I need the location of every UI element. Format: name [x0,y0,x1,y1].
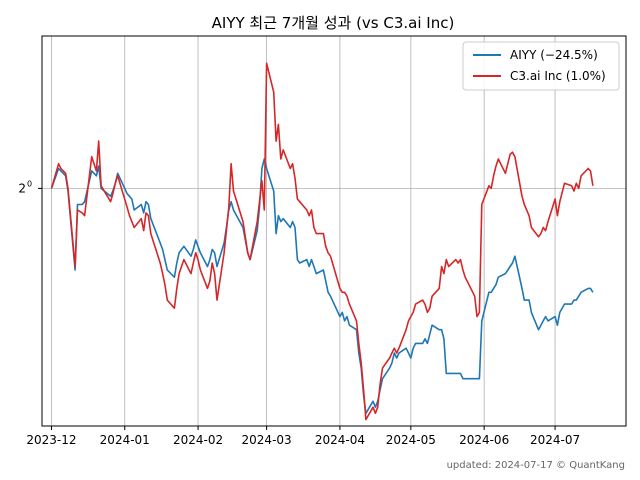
x-tick-label: 2023-12 [26,433,76,447]
x-tick-label: 2024-01 [100,433,150,447]
chart-title: AIYY 최근 7개월 성과 (vs C3.ai Inc) [212,14,455,32]
x-tick-label: 2024-04 [315,433,365,447]
y-tick-exponent: 0 [27,179,32,188]
legend: AIYY (−24.5%) C3.ai Inc (1.0%) [462,41,620,91]
footer-credit: updated: 2024-07-17 © QuantKang [447,460,625,471]
x-tick-label: 2024-03 [242,433,292,447]
y-tick-label: 2 [18,181,26,195]
x-tick-label: 2024-06 [459,433,509,447]
plot-area-frame [41,35,627,427]
x-tick-label: 2024-07 [530,433,580,447]
x-tick-label: 2024-02 [173,433,223,447]
legend-box [462,41,620,91]
series-lines [50,62,594,421]
legend-label-aiyy: AIYY (−24.5%) [510,48,598,62]
x-tick-label: 2024-05 [386,433,436,447]
legend-label-c3ai: C3.ai Inc (1.0%) [510,69,606,83]
series-line-aiyy [50,158,594,415]
x-axis: 2023-12 2024-01 2024-02 2024-03 2024-04 2024-… [26,426,580,447]
series-line-c3ai [50,62,594,421]
